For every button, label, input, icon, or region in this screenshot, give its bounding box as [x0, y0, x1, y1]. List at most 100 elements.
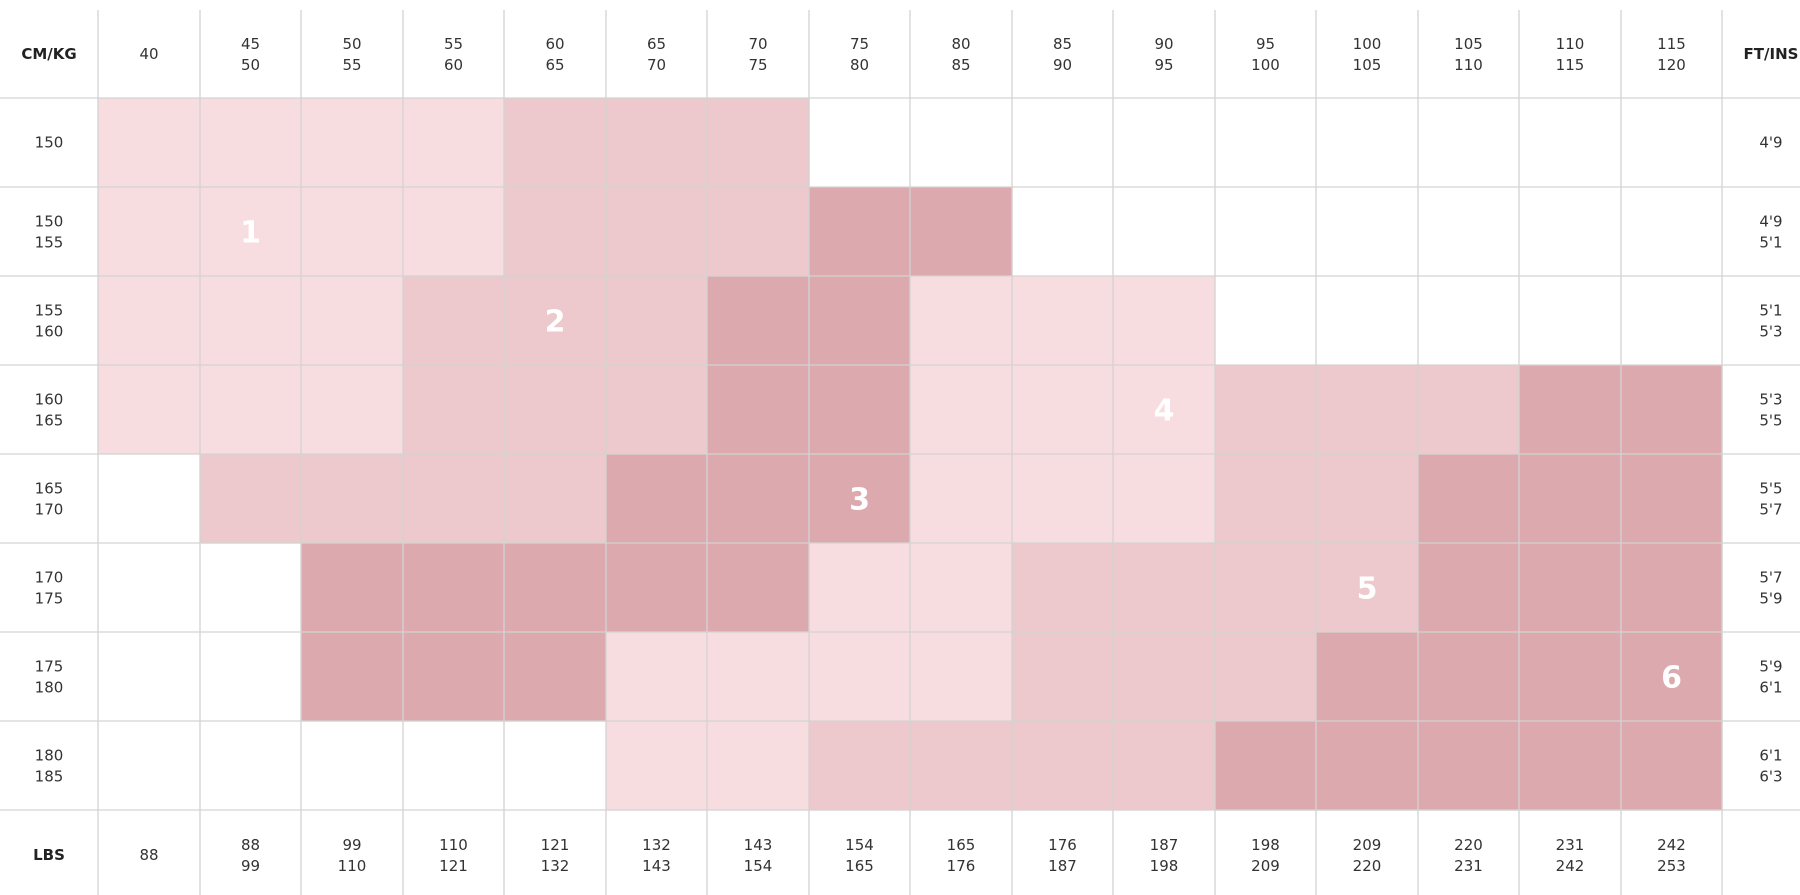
- kg-header-cell: 65 70: [647, 35, 666, 74]
- zone-cell-size-4: [1113, 365, 1216, 455]
- zone-cell-size-2: [707, 187, 810, 277]
- zone-cell-size-4: [707, 632, 810, 722]
- zone-cell-size-4: [910, 543, 1013, 633]
- zone-cell-size-3: [707, 543, 810, 633]
- zone-cell-size-2: [606, 276, 708, 366]
- ftins-row-label: 6'1 6'3: [1759, 747, 1782, 786]
- lbs-footer-cell: 198 209: [1251, 836, 1280, 875]
- lbs-footer-cell: 99 110: [338, 836, 367, 875]
- size-6-label: 6: [1661, 661, 1682, 696]
- kg-header-cell: 110 115: [1556, 35, 1585, 74]
- size-3-label: 3: [849, 483, 870, 518]
- zone-cell-size-4: [606, 632, 708, 722]
- zone-cell-size-4: [910, 454, 1013, 544]
- zone-cell-size-5: [1215, 543, 1317, 633]
- zone-cell-size-6: [1316, 632, 1419, 722]
- zone-cell-size-5: [1012, 543, 1114, 633]
- zone-cell-size-5: [1215, 365, 1317, 455]
- lbs-footer-cell: 165 176: [947, 836, 976, 875]
- zone-cell-size-3: [809, 365, 911, 455]
- zone-cell-size-4: [910, 365, 1013, 455]
- kg-header-cell: 85 90: [1053, 35, 1072, 74]
- kg-header-cell: 75 80: [850, 35, 869, 74]
- corner-ftins-label: FT/INS: [1744, 45, 1799, 63]
- zone-cell-size-6: [1519, 454, 1622, 544]
- kg-header-cell: 70 75: [748, 35, 767, 74]
- zone-cell-size-5: [1012, 721, 1114, 811]
- zone-cell-size-3: [910, 187, 1013, 277]
- zone-cell-size-6: [1418, 543, 1520, 633]
- zone-cell-size-5: [1113, 632, 1216, 722]
- zone-cell-size-5: [910, 721, 1013, 811]
- kg-header-cell: 80 85: [951, 35, 970, 74]
- zone-cell-size-1: [98, 365, 201, 455]
- ftins-row-label: 4'9: [1759, 134, 1782, 152]
- lbs-footer-cell: 176 187: [1048, 836, 1077, 875]
- zone-cell-size-5: [809, 721, 911, 811]
- zone-cell-size-2: [707, 98, 810, 188]
- size-1-label: 1: [240, 216, 261, 251]
- size-5-label: 5: [1357, 572, 1378, 607]
- corner-lbs-label: LBS: [33, 846, 65, 864]
- cm-column: 150 150 155 155 160 160 165 165 170 170 175 175 180 1…: [35, 134, 64, 786]
- zone-cell-size-4: [910, 276, 1013, 366]
- zone-cell-size-2: [606, 98, 708, 188]
- zone-cell-size-1: [200, 187, 302, 277]
- zone-cell-size-3: [403, 632, 505, 722]
- zone-cell-size-2: [200, 454, 302, 544]
- zone-cell-size-4: [1113, 276, 1216, 366]
- zone-cell-size-6: [1621, 365, 1723, 455]
- zone-cell-size-1: [200, 98, 302, 188]
- ftins-column: 4'9 4'9 5'1 5'1 5'3 5'3 5'5 5'5 5'7 5'7 5'9 5'9 6'1 6…: [1759, 134, 1782, 786]
- zone-cell-size-5: [1316, 543, 1419, 633]
- zone-cell-size-4: [809, 543, 911, 633]
- zone-cell-size-2: [504, 454, 607, 544]
- zone-cell-size-2: [606, 365, 708, 455]
- zone-cell-size-1: [98, 98, 201, 188]
- zone-cell-size-4: [1012, 276, 1114, 366]
- kg-header-cell: 40: [139, 45, 158, 63]
- cm-row-label: 180 185: [35, 747, 64, 786]
- zone-cell-size-3: [504, 632, 607, 722]
- cm-row-label: 150 155: [35, 213, 64, 252]
- ftins-row-label: 5'3 5'5: [1759, 391, 1782, 430]
- kg-header-cell: 95 100: [1251, 35, 1280, 74]
- zone-cell-size-1: [200, 276, 302, 366]
- cm-row-label: 160 165: [35, 391, 64, 430]
- zone-cell-size-6: [1215, 721, 1317, 811]
- zone-cell-size-6: [1418, 454, 1520, 544]
- zone-cell-size-5: [1418, 365, 1520, 455]
- zone-cell-size-5: [1215, 632, 1317, 722]
- lbs-footer-cell: 242 253: [1657, 836, 1686, 875]
- zone-cell-size-3: [504, 543, 607, 633]
- kg-header-cell: 50 55: [342, 35, 361, 74]
- lbs-footer-cell: 154 165: [845, 836, 874, 875]
- zone-cell-size-6: [1418, 721, 1520, 811]
- size-zones: [98, 98, 1723, 811]
- kg-header-cell: 115 120: [1657, 35, 1686, 74]
- zone-cell-size-3: [606, 543, 708, 633]
- zone-cell-size-3: [301, 543, 404, 633]
- ftins-row-label: 4'9 5'1: [1759, 213, 1782, 252]
- table-gridlines: [0, 10, 1800, 895]
- kg-header-row: 40 45 50 50 55 55 60 60 65 65 70 70 75 75 80 80 85 85 90 90…: [139, 35, 1685, 74]
- zone-cell-size-6: [1621, 721, 1723, 811]
- kg-header-cell: 100 105: [1353, 35, 1382, 74]
- lbs-footer-cell: 132 143: [642, 836, 671, 875]
- zone-cell-size-6: [1519, 365, 1622, 455]
- lbs-footer-row: 88 88 99 99 110 110 121 121 132 132 143 143 154 154 16…: [139, 836, 1685, 875]
- zone-cell-size-1: [200, 365, 302, 455]
- corner-cm-kg-label: CM/KG: [21, 45, 76, 63]
- zone-cell-size-3: [606, 454, 708, 544]
- zone-cell-size-1: [403, 187, 505, 277]
- kg-header-cell: 90 95: [1154, 35, 1173, 74]
- zone-cell-size-5: [1316, 365, 1419, 455]
- zone-cell-size-3: [809, 187, 911, 277]
- zone-cell-size-4: [606, 721, 708, 811]
- zone-cell-size-1: [98, 187, 201, 277]
- zone-cell-size-4: [1012, 365, 1114, 455]
- zone-cell-size-2: [403, 454, 505, 544]
- zone-cell-size-2: [606, 187, 708, 277]
- zone-cell-size-4: [809, 632, 911, 722]
- lbs-footer-cell: 187 198: [1150, 836, 1179, 875]
